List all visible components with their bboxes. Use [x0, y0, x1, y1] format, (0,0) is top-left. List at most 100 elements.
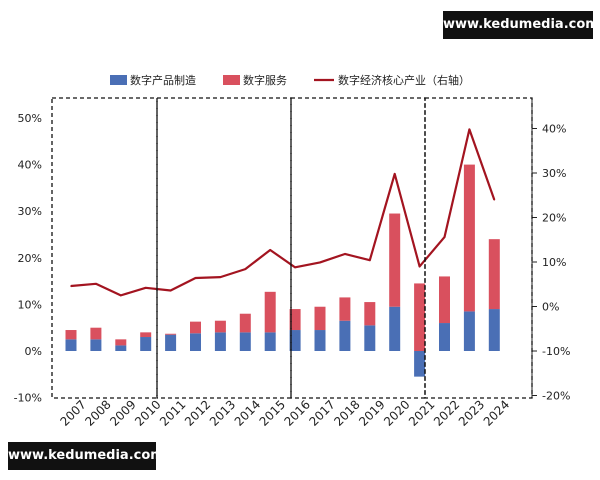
line-point-2008 — [95, 283, 97, 285]
x-tick-label: 2021 — [406, 397, 437, 428]
x-tick-label: 2009 — [107, 397, 138, 428]
line-point-2013 — [219, 276, 222, 278]
bar-product-2021 — [414, 351, 426, 377]
bar-product-2019 — [364, 325, 376, 351]
right-axis: -20% -10% 0% 10% 20% 30% 40% — [531, 98, 570, 403]
line-point-2018 — [344, 253, 346, 255]
x-tick-label: 2014 — [232, 397, 263, 428]
bar-service-2022 — [439, 276, 450, 324]
bar-service-2015 — [264, 291, 276, 333]
x-axis: 2007200820092010201120122013201420152016… — [57, 397, 512, 428]
bar-service-2008 — [90, 327, 102, 340]
bar-service-2021 — [414, 283, 426, 351]
line-point-2017 — [319, 261, 321, 264]
bar-product-2012 — [190, 333, 201, 351]
period-box-1 — [156, 97, 292, 399]
line-point-2024 — [493, 198, 496, 201]
right-tick-label: -10% — [542, 345, 570, 358]
left-tick-label: 50% — [18, 112, 42, 125]
line-point-2023 — [468, 128, 471, 131]
right-tick-label: 40% — [542, 123, 566, 136]
bar-product-2018 — [339, 320, 351, 351]
bar-product-2020 — [389, 306, 401, 351]
bar-product-2017 — [314, 330, 326, 351]
left-axis: -10% 0% 10% 20% 30% 40% 50% — [14, 112, 42, 405]
x-tick-label: 2015 — [257, 397, 288, 428]
bar-service-2007 — [65, 330, 77, 340]
bar-product-2015 — [264, 332, 276, 351]
bar-service-2014 — [239, 313, 251, 333]
x-tick-label: 2007 — [57, 397, 88, 428]
bar-product-2016 — [289, 330, 301, 351]
line-point-2016 — [294, 266, 296, 269]
bar-product-2009 — [115, 345, 127, 351]
bars — [65, 164, 500, 377]
bar-service-2017 — [314, 306, 326, 331]
period-box-2 — [290, 97, 426, 399]
right-tick-label: 0% — [542, 301, 559, 314]
legend-label-1: 数字服务 — [243, 73, 287, 87]
line-point-2015 — [269, 249, 272, 251]
right-tick-label: 10% — [542, 256, 566, 269]
watermark-top[interactable]: www.kedumedia.com — [443, 11, 599, 39]
line-point-2011 — [169, 289, 172, 292]
x-tick-label: 2018 — [331, 397, 362, 428]
x-tick-label: 2022 — [431, 397, 462, 428]
line-series — [70, 128, 496, 297]
line-point-2019 — [369, 259, 371, 262]
bar-product-2008 — [90, 339, 102, 351]
line-point-2022 — [443, 236, 446, 238]
left-tick-label: -10% — [14, 392, 42, 405]
bar-service-2019 — [364, 302, 376, 326]
period-box-0 — [51, 97, 158, 399]
right-tick-label: 30% — [542, 167, 566, 180]
bar-product-2013 — [214, 332, 226, 351]
period-box-3 — [424, 97, 533, 399]
x-tick-label: 2013 — [207, 397, 238, 428]
bar-service-2020 — [389, 213, 401, 307]
x-tick-label: 2010 — [132, 397, 163, 428]
bar-product-2023 — [463, 311, 475, 351]
line-point-2007 — [70, 285, 72, 287]
left-tick-label: 20% — [18, 252, 42, 265]
bar-service-2024 — [488, 239, 500, 310]
line-point-2021 — [418, 265, 421, 268]
x-tick-label: 2008 — [82, 397, 113, 428]
bar-service-2010 — [140, 332, 152, 338]
x-tick-label: 2017 — [306, 397, 337, 428]
left-tick-label: 0% — [25, 345, 42, 358]
x-tick-label: 2011 — [157, 397, 188, 428]
bar-product-2014 — [239, 332, 251, 351]
legend-swatch-0 — [110, 75, 127, 85]
x-tick-label: 2024 — [481, 397, 512, 428]
line-point-2009 — [120, 294, 122, 297]
line-point-2012 — [194, 277, 197, 279]
bar-service-2016 — [289, 309, 301, 331]
legend-swatch-1 — [223, 75, 240, 85]
left-tick-label: 10% — [18, 298, 42, 311]
period-boxes — [51, 97, 533, 399]
left-tick-label: 30% — [18, 205, 42, 218]
x-tick-label: 2023 — [456, 397, 487, 428]
line-core-industry — [70, 128, 496, 297]
bar-service-2023 — [463, 164, 475, 312]
bar-product-2007 — [65, 339, 77, 351]
x-tick-label: 2016 — [282, 397, 313, 428]
line-point-2010 — [144, 287, 147, 289]
legend: 数字产品制造 数字服务 数字经济核心产业（右轴） — [110, 73, 470, 87]
bar-product-2011 — [165, 334, 177, 351]
bar-service-2011 — [165, 333, 177, 335]
bar-service-2009 — [115, 339, 127, 346]
right-tick-label: 20% — [542, 212, 566, 225]
watermark-bottom[interactable]: www.kedumedia.com — [8, 442, 164, 470]
legend-label-2: 数字经济核心产业（右轴） — [338, 73, 470, 87]
legend-label-0: 数字产品制造 — [130, 73, 196, 87]
x-tick-label: 2012 — [182, 397, 213, 428]
x-tick-label: 2019 — [356, 397, 387, 428]
line-point-2014 — [244, 268, 247, 270]
bar-service-2012 — [190, 321, 201, 334]
right-tick-label: -20% — [542, 390, 570, 403]
x-tick-label: 2020 — [381, 397, 412, 428]
bar-product-2010 — [140, 337, 152, 351]
